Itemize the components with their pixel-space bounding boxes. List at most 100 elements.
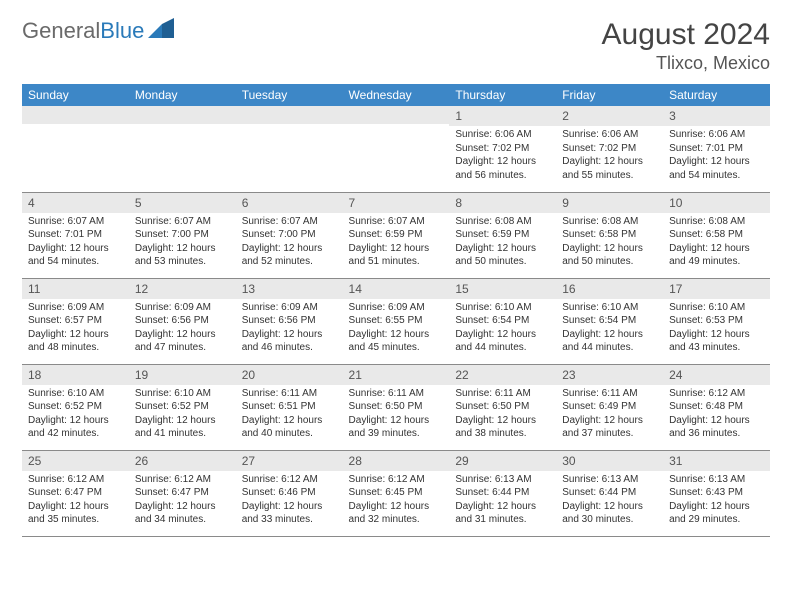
calendar-day-cell: 9Sunrise: 6:08 AMSunset: 6:58 PMDaylight…	[556, 192, 663, 278]
sunset-text: Sunset: 6:44 PM	[455, 486, 550, 500]
daylight-text: Daylight: 12 hours and 36 minutes.	[669, 414, 764, 441]
day-number: 14	[343, 279, 450, 299]
daylight-text: Daylight: 12 hours and 53 minutes.	[135, 242, 230, 269]
brand-logo: GeneralBlue	[22, 18, 176, 44]
daylight-text: Daylight: 12 hours and 56 minutes.	[455, 155, 550, 182]
sunset-text: Sunset: 6:56 PM	[242, 314, 337, 328]
brand-text-1: General	[22, 18, 100, 44]
day-number: 28	[343, 451, 450, 471]
day-number: 11	[22, 279, 129, 299]
day-details: Sunrise: 6:10 AMSunset: 6:54 PMDaylight:…	[449, 299, 556, 359]
sunset-text: Sunset: 6:59 PM	[455, 228, 550, 242]
sunrise-text: Sunrise: 6:12 AM	[349, 473, 444, 487]
day-header: Wednesday	[343, 84, 450, 106]
day-number: 8	[449, 193, 556, 213]
day-number: 12	[129, 279, 236, 299]
calendar-table: Sunday Monday Tuesday Wednesday Thursday…	[22, 84, 770, 537]
daylight-text: Daylight: 12 hours and 43 minutes.	[669, 328, 764, 355]
sunset-text: Sunset: 7:01 PM	[28, 228, 123, 242]
daylight-text: Daylight: 12 hours and 44 minutes.	[562, 328, 657, 355]
calendar-day-cell: 11Sunrise: 6:09 AMSunset: 6:57 PMDayligh…	[22, 278, 129, 364]
sunrise-text: Sunrise: 6:12 AM	[28, 473, 123, 487]
daylight-text: Daylight: 12 hours and 44 minutes.	[455, 328, 550, 355]
calendar-day-cell: 3Sunrise: 6:06 AMSunset: 7:01 PMDaylight…	[663, 106, 770, 192]
day-number: 17	[663, 279, 770, 299]
sunrise-text: Sunrise: 6:09 AM	[28, 301, 123, 315]
daylight-text: Daylight: 12 hours and 48 minutes.	[28, 328, 123, 355]
daylight-text: Daylight: 12 hours and 54 minutes.	[669, 155, 764, 182]
day-number: 9	[556, 193, 663, 213]
daylight-text: Daylight: 12 hours and 40 minutes.	[242, 414, 337, 441]
day-number: 26	[129, 451, 236, 471]
calendar-day-cell: 28Sunrise: 6:12 AMSunset: 6:45 PMDayligh…	[343, 450, 450, 536]
day-details: Sunrise: 6:11 AMSunset: 6:50 PMDaylight:…	[343, 385, 450, 445]
daylight-text: Daylight: 12 hours and 37 minutes.	[562, 414, 657, 441]
day-details: Sunrise: 6:07 AMSunset: 6:59 PMDaylight:…	[343, 213, 450, 273]
day-number: 25	[22, 451, 129, 471]
daylight-text: Daylight: 12 hours and 41 minutes.	[135, 414, 230, 441]
sunrise-text: Sunrise: 6:10 AM	[135, 387, 230, 401]
sunset-text: Sunset: 7:00 PM	[242, 228, 337, 242]
sunrise-text: Sunrise: 6:10 AM	[669, 301, 764, 315]
daylight-text: Daylight: 12 hours and 55 minutes.	[562, 155, 657, 182]
sunset-text: Sunset: 6:50 PM	[349, 400, 444, 414]
sunset-text: Sunset: 6:46 PM	[242, 486, 337, 500]
sunrise-text: Sunrise: 6:13 AM	[669, 473, 764, 487]
location-label: Tlixco, Mexico	[602, 53, 770, 74]
day-number: 30	[556, 451, 663, 471]
sunset-text: Sunset: 6:43 PM	[669, 486, 764, 500]
sunrise-text: Sunrise: 6:11 AM	[562, 387, 657, 401]
day-details: Sunrise: 6:08 AMSunset: 6:59 PMDaylight:…	[449, 213, 556, 273]
day-details: Sunrise: 6:06 AMSunset: 7:02 PMDaylight:…	[449, 126, 556, 186]
sunset-text: Sunset: 6:55 PM	[349, 314, 444, 328]
day-number: 13	[236, 279, 343, 299]
sunrise-text: Sunrise: 6:07 AM	[242, 215, 337, 229]
sunset-text: Sunset: 6:45 PM	[349, 486, 444, 500]
daylight-text: Daylight: 12 hours and 33 minutes.	[242, 500, 337, 527]
day-number: 19	[129, 365, 236, 385]
sunrise-text: Sunrise: 6:10 AM	[562, 301, 657, 315]
sunrise-text: Sunrise: 6:09 AM	[349, 301, 444, 315]
calendar-day-cell: 17Sunrise: 6:10 AMSunset: 6:53 PMDayligh…	[663, 278, 770, 364]
sunset-text: Sunset: 6:47 PM	[28, 486, 123, 500]
day-number: 21	[343, 365, 450, 385]
day-number: 4	[22, 193, 129, 213]
day-number: 15	[449, 279, 556, 299]
title-block: August 2024 Tlixco, Mexico	[602, 18, 770, 74]
sunset-text: Sunset: 6:59 PM	[349, 228, 444, 242]
day-details: Sunrise: 6:12 AMSunset: 6:47 PMDaylight:…	[22, 471, 129, 531]
calendar-day-cell: 16Sunrise: 6:10 AMSunset: 6:54 PMDayligh…	[556, 278, 663, 364]
day-header: Sunday	[22, 84, 129, 106]
sunset-text: Sunset: 6:44 PM	[562, 486, 657, 500]
calendar-day-cell: 5Sunrise: 6:07 AMSunset: 7:00 PMDaylight…	[129, 192, 236, 278]
calendar-day-cell: 24Sunrise: 6:12 AMSunset: 6:48 PMDayligh…	[663, 364, 770, 450]
sunset-text: Sunset: 6:52 PM	[28, 400, 123, 414]
day-details: Sunrise: 6:10 AMSunset: 6:54 PMDaylight:…	[556, 299, 663, 359]
daylight-text: Daylight: 12 hours and 42 minutes.	[28, 414, 123, 441]
day-details: Sunrise: 6:06 AMSunset: 7:02 PMDaylight:…	[556, 126, 663, 186]
day-number: 18	[22, 365, 129, 385]
calendar-day-cell	[236, 106, 343, 192]
day-number: 20	[236, 365, 343, 385]
calendar-day-cell: 25Sunrise: 6:12 AMSunset: 6:47 PMDayligh…	[22, 450, 129, 536]
daylight-text: Daylight: 12 hours and 32 minutes.	[349, 500, 444, 527]
day-number: 24	[663, 365, 770, 385]
day-number: 27	[236, 451, 343, 471]
sunset-text: Sunset: 6:58 PM	[562, 228, 657, 242]
calendar-day-cell: 13Sunrise: 6:09 AMSunset: 6:56 PMDayligh…	[236, 278, 343, 364]
day-details: Sunrise: 6:12 AMSunset: 6:45 PMDaylight:…	[343, 471, 450, 531]
day-number: 31	[663, 451, 770, 471]
sunrise-text: Sunrise: 6:09 AM	[135, 301, 230, 315]
daylight-text: Daylight: 12 hours and 45 minutes.	[349, 328, 444, 355]
daylight-text: Daylight: 12 hours and 51 minutes.	[349, 242, 444, 269]
day-details: Sunrise: 6:10 AMSunset: 6:52 PMDaylight:…	[22, 385, 129, 445]
daylight-text: Daylight: 12 hours and 38 minutes.	[455, 414, 550, 441]
day-header-row: Sunday Monday Tuesday Wednesday Thursday…	[22, 84, 770, 106]
sunrise-text: Sunrise: 6:10 AM	[28, 387, 123, 401]
day-details: Sunrise: 6:07 AMSunset: 7:00 PMDaylight:…	[236, 213, 343, 273]
day-number: 10	[663, 193, 770, 213]
calendar-day-cell	[343, 106, 450, 192]
sunrise-text: Sunrise: 6:13 AM	[455, 473, 550, 487]
day-number: 23	[556, 365, 663, 385]
sunrise-text: Sunrise: 6:09 AM	[242, 301, 337, 315]
